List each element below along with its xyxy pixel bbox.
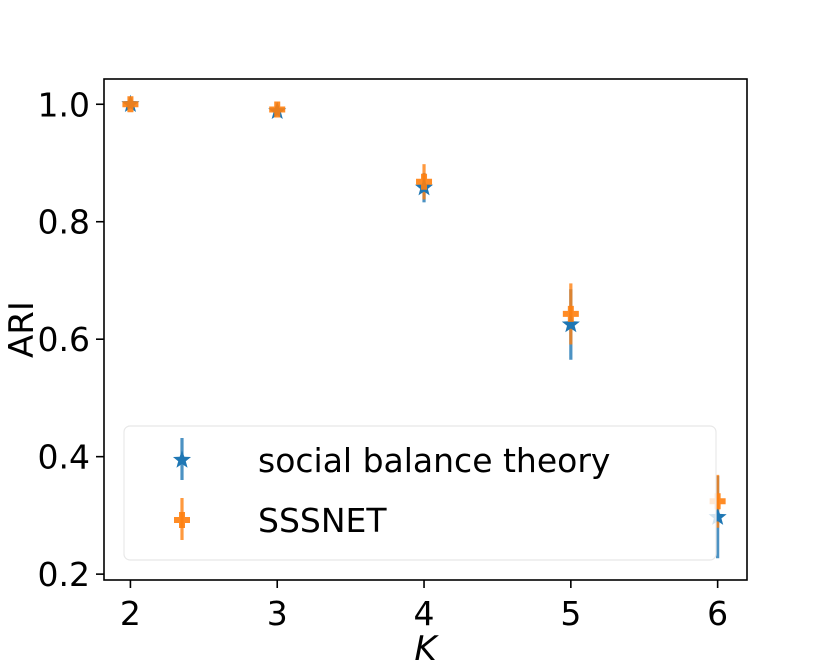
x-tick-label-4: 5 <box>560 594 581 633</box>
marker-1-4 <box>561 315 580 333</box>
legend-label-1: social balance theory <box>258 441 610 480</box>
legend-box <box>123 425 717 561</box>
x-axis-label: K <box>414 629 439 664</box>
data-markers <box>121 94 727 525</box>
marker-2-1 <box>122 96 139 113</box>
x-tick-label-3: 4 <box>414 594 435 633</box>
legend-marker-1 <box>172 450 192 468</box>
legend: social balance theory SSSNET <box>123 425 717 561</box>
x-tick-label-5: 6 <box>707 594 728 633</box>
y-tick-label-2: 0.4 <box>38 438 90 477</box>
y-tick-label-4: 0.8 <box>38 203 90 242</box>
x-tick-label-1: 2 <box>120 594 141 633</box>
x-axis-ticks: 2 3 4 5 6 <box>120 580 728 633</box>
y-tick-label-5: 1.0 <box>38 85 90 124</box>
y-tick-label-1: 0.2 <box>38 555 90 594</box>
marker-2-4 <box>562 305 579 322</box>
legend-label-2: SSSNET <box>258 501 387 540</box>
marker-2-5 <box>709 493 726 510</box>
y-tick-label-3: 0.6 <box>38 320 90 359</box>
marker-1-5 <box>708 507 727 525</box>
plot-frame <box>103 78 748 581</box>
y-axis-label: ARI <box>2 301 42 358</box>
marker-2-3 <box>416 173 433 190</box>
y-axis-ticks: 0.2 0.4 0.6 0.8 1.0 <box>38 85 104 594</box>
legend-marker-2 <box>174 512 190 528</box>
x-tick-label-2: 3 <box>267 594 288 633</box>
marker-2-2 <box>269 101 286 118</box>
